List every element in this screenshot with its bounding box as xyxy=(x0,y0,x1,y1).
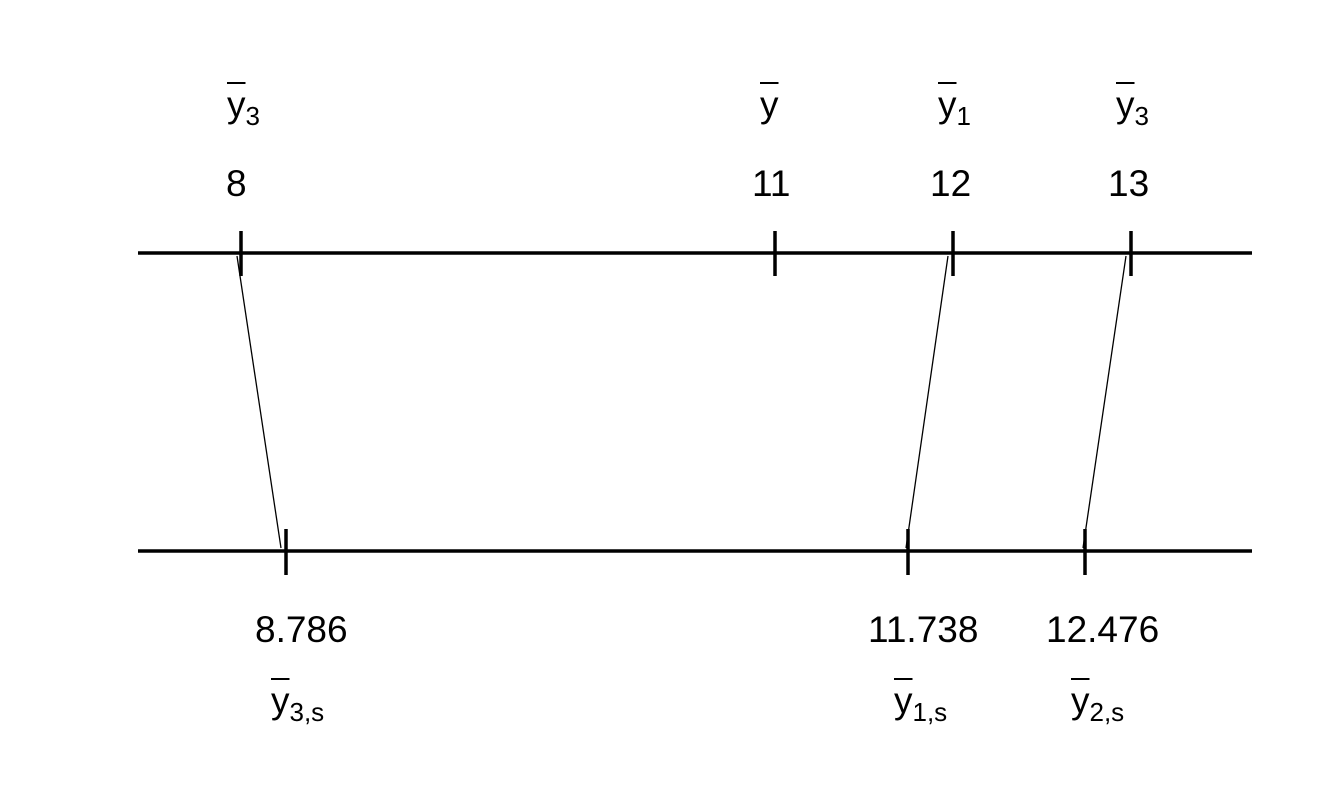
top-value-label: 12 xyxy=(930,163,972,204)
top-symbol-label: y3 xyxy=(227,84,260,131)
bottom-value-label: 8.786 xyxy=(255,609,348,650)
bottom-value-label: 11.738 xyxy=(868,609,979,650)
top-symbol-label: y1 xyxy=(938,84,971,131)
bottom-value-label: 12.476 xyxy=(1046,609,1160,650)
top-value-label: 13 xyxy=(1108,163,1150,204)
bottom-symbol-label: y3,s xyxy=(271,680,325,727)
top-value-label: 8 xyxy=(226,163,247,204)
bottom-symbol-label: y1,s xyxy=(894,680,948,727)
connector-line xyxy=(1082,255,1127,549)
bottom-symbol-label: y2,s xyxy=(1071,680,1125,727)
top-value-label: 11 xyxy=(752,163,791,204)
top-symbol-label: y3 xyxy=(1116,84,1149,131)
top-symbol-label: y xyxy=(760,84,779,125)
connector-line xyxy=(905,255,949,549)
connector-line xyxy=(236,255,282,549)
